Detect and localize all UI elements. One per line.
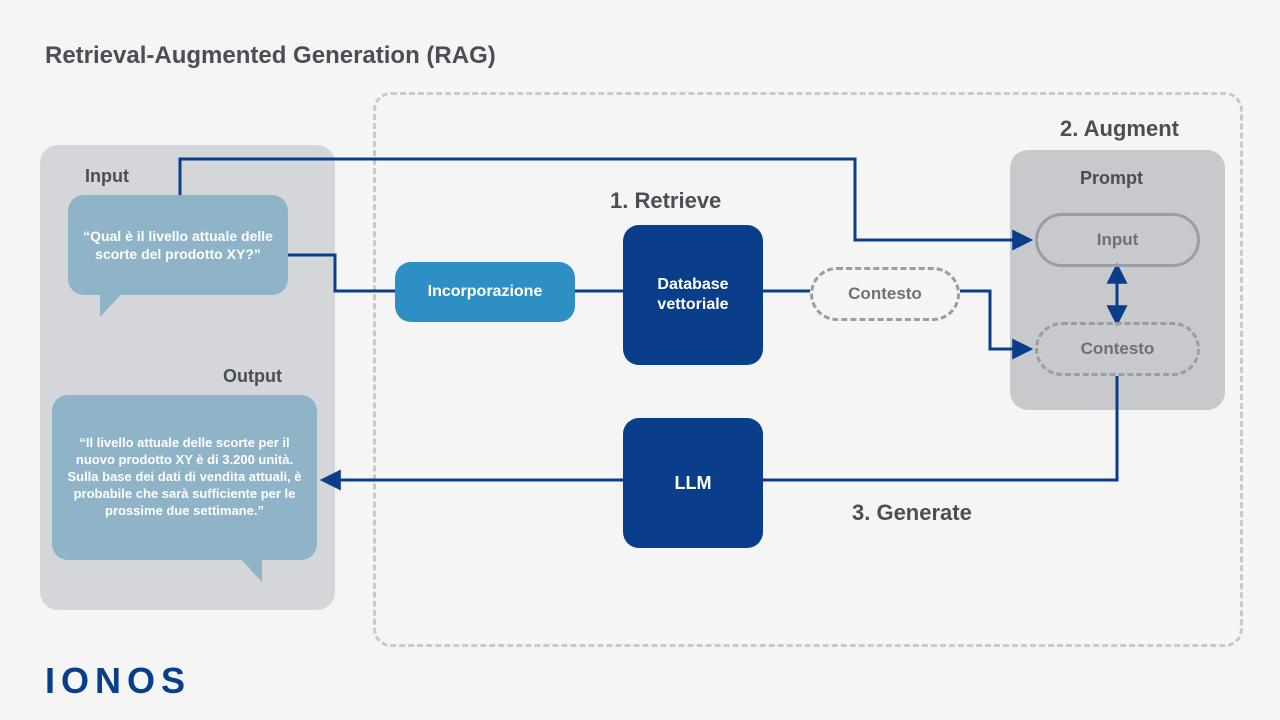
prompt-input-pill-label: Input (1097, 230, 1139, 250)
input-question-text: “Qual è il livello attuale delle scorte … (80, 227, 276, 263)
prompt-context-pill: Contesto (1035, 322, 1200, 376)
input-question-bubble: “Qual è il livello attuale delle scorte … (68, 195, 288, 295)
llm-node: LLM (623, 418, 763, 548)
augment-step-label: 2. Augment (1060, 116, 1179, 142)
context-pill-label: Contesto (848, 284, 922, 304)
output-answer-text: “Il livello attuale delle scorte per il … (64, 435, 305, 519)
embedding-node-label: Incorporazione (428, 283, 543, 301)
context-pill: Contesto (810, 267, 960, 321)
output-bubble-tail (236, 554, 262, 582)
retrieve-step-label: 1. Retrieve (610, 188, 721, 214)
prompt-input-pill: Input (1035, 213, 1200, 267)
llm-node-label: LLM (675, 473, 712, 494)
vector-db-node-label: Database vettoriale (631, 275, 755, 315)
vector-db-node: Database vettoriale (623, 225, 763, 365)
output-section-label: Output (223, 366, 282, 387)
embedding-node: Incorporazione (395, 262, 575, 322)
prompt-context-pill-label: Contesto (1081, 339, 1155, 359)
input-section-label: Input (85, 166, 129, 187)
output-answer-bubble: “Il livello attuale delle scorte per il … (52, 395, 317, 560)
input-bubble-tail (100, 289, 126, 317)
prompt-section-label: Prompt (1080, 168, 1143, 189)
ionos-logo: IONOS (45, 660, 191, 702)
generate-step-label: 3. Generate (852, 500, 972, 526)
diagram-title: Retrieval-Augmented Generation (RAG) (45, 42, 496, 70)
